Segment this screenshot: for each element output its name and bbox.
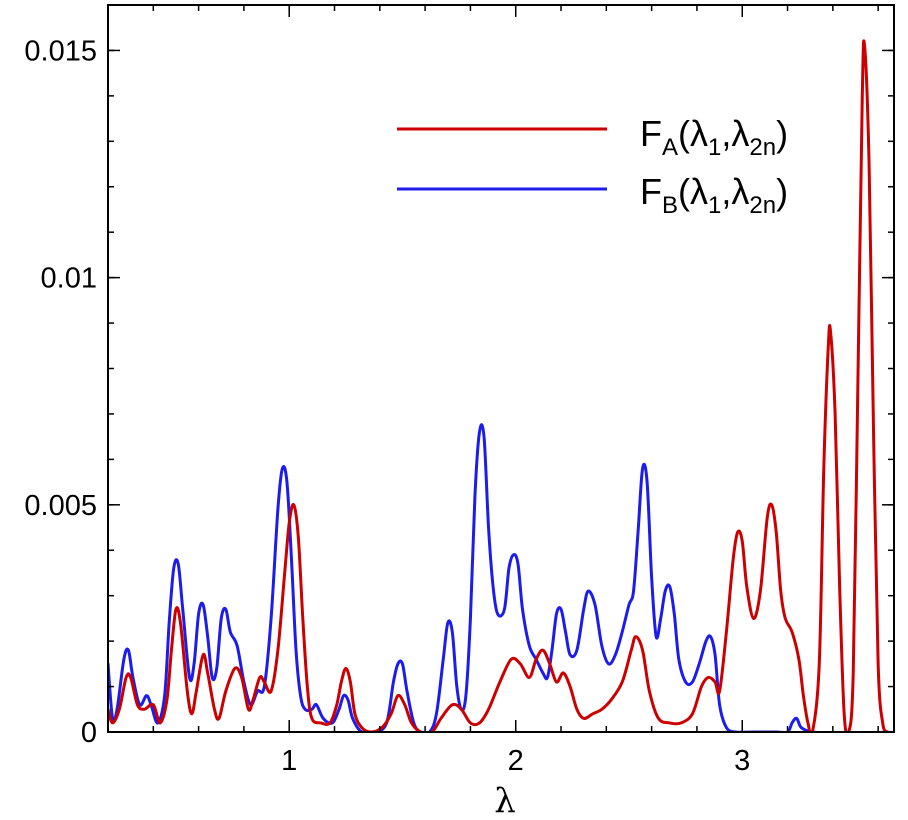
y-tick-label: 0 xyxy=(81,717,97,749)
x-axis-title: λ xyxy=(494,781,516,820)
legend-label-fa: FA(λ1,λ2n) xyxy=(640,113,788,161)
axes: 1 2 3 0 0.005 0.01 0.015 xyxy=(24,4,895,777)
series-line-fa xyxy=(108,39,889,732)
x-tick-label: 1 xyxy=(281,745,297,777)
y-tick-label: 0.01 xyxy=(41,263,97,295)
series-layer xyxy=(108,39,889,732)
x-tick-label: 3 xyxy=(734,745,750,777)
series-line-fb xyxy=(108,423,812,732)
legend-item-fa: FA(λ1,λ2n) xyxy=(397,113,788,161)
y-tick-label: 0.005 xyxy=(24,490,97,522)
legend-label-fb: FB(λ1,λ2n) xyxy=(640,171,788,219)
x-tick-label: 2 xyxy=(508,745,524,777)
legend-item-fb: FB(λ1,λ2n) xyxy=(397,171,788,219)
legend: FA(λ1,λ2n) FB(λ1,λ2n) xyxy=(397,113,788,219)
y-tick-label: 0.015 xyxy=(24,35,97,67)
y-axis-ticks: 0 0.005 0.01 0.015 xyxy=(24,4,894,749)
x-axis-ticks: 1 2 3 xyxy=(107,5,879,777)
